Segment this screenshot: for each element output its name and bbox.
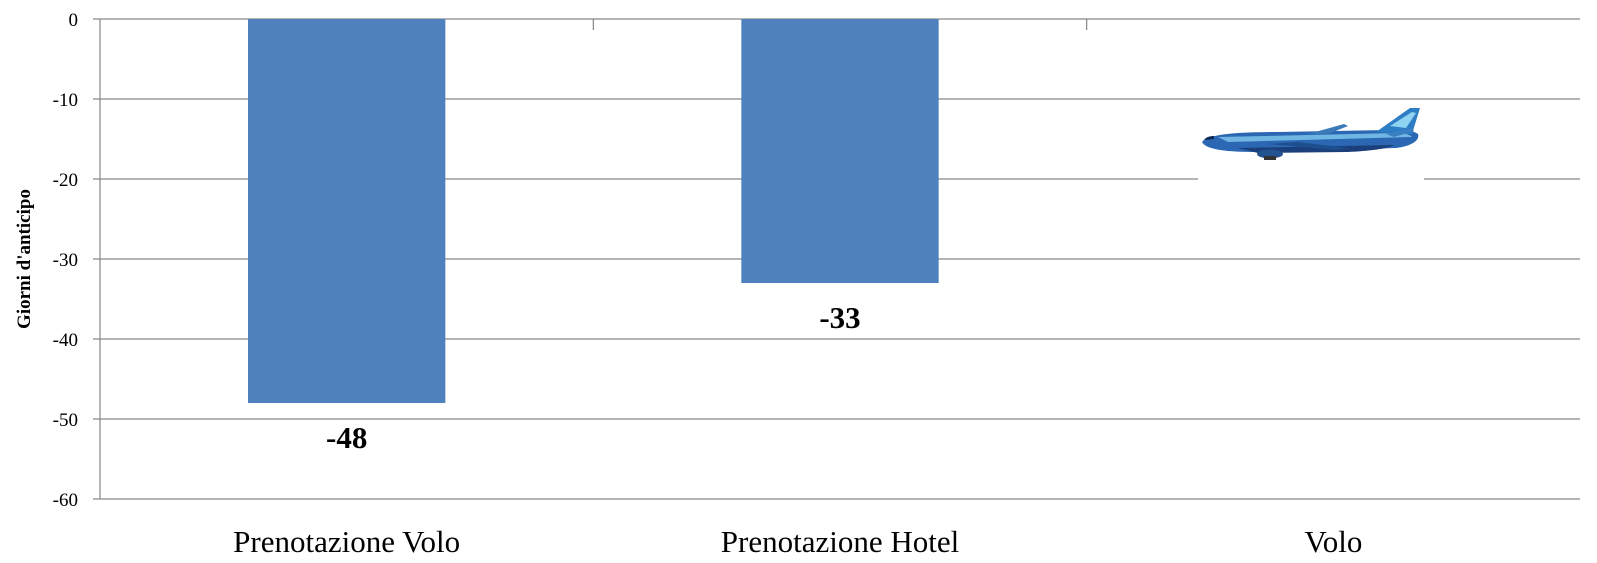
airplane-stabilizer (1386, 128, 1414, 137)
y-tick-label: -50 (53, 410, 78, 431)
y-tick-label: -30 (53, 250, 78, 271)
y-axis-title: Giorni d'anticipo (14, 189, 35, 329)
y-tick-label: -10 (53, 90, 78, 111)
airplane-image (1198, 104, 1424, 184)
y-tick-label: -20 (53, 170, 78, 191)
airplane-wing-upper (1308, 124, 1348, 134)
airplane-fuselage-highlight (1218, 133, 1412, 142)
airplane-engine (1257, 149, 1283, 159)
y-ticks: 0 -10 -20 -30 -40 -50 -60 (53, 10, 100, 511)
bar (248, 19, 446, 403)
category-labels: Prenotazione Volo Prenotazione Hotel Volo (233, 524, 1362, 559)
y-tick-label: -40 (53, 330, 78, 351)
airplane-cockpit (1204, 136, 1214, 140)
airplane-tail-stripe (1390, 112, 1416, 128)
y-tick-label: -60 (53, 490, 78, 511)
bar (741, 19, 939, 283)
data-label: -33 (819, 300, 860, 335)
airplane-gear (1264, 156, 1276, 160)
data-label: -48 (326, 420, 367, 455)
x-ticks (592, 19, 1088, 30)
y-tick-label: 0 (69, 10, 79, 31)
bars (248, 19, 939, 403)
data-labels: -48 -33 (326, 300, 861, 455)
category-label: Prenotazione Volo (233, 524, 460, 559)
airplane-wing (1268, 142, 1348, 150)
category-label: Volo (1304, 524, 1362, 559)
category-label: Prenotazione Hotel (721, 524, 959, 559)
